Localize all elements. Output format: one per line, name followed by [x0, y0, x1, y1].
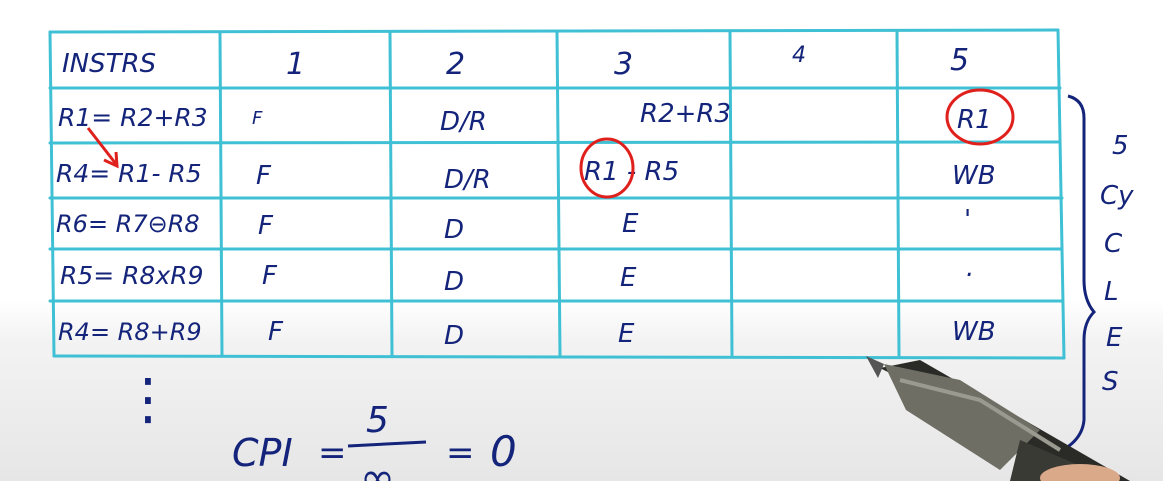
cpi-numerator: 5 [366, 400, 389, 441]
table-row-2-c1: F [256, 161, 272, 191]
table-row-3-c2: D [444, 215, 464, 245]
table-row-3-c1: F [258, 211, 274, 241]
cpi-denominator: ∞ [360, 453, 395, 481]
table-row-1-instr: R1= R2+R3 [58, 103, 208, 132]
header-cycle-3: 3 [614, 47, 633, 82]
pen-icon [866, 356, 1163, 481]
table-row-1-c2: D/R [440, 107, 487, 137]
table-row-5-c5: WB [952, 317, 996, 347]
header-cycle-2: 2 [446, 47, 465, 82]
cpi-equals-2: = [446, 433, 475, 473]
cpi-result: 0 [490, 427, 517, 476]
header-cycle-5: 5 [950, 43, 969, 78]
table-row-4-c2: D [444, 267, 464, 297]
cycles-brace [1049, 94, 1097, 458]
brace-label-1: Cy [1100, 181, 1134, 211]
cpi-equals: = [318, 433, 347, 473]
table-row-4-c5: . [966, 253, 974, 283]
table-row-5-c2: D [444, 321, 464, 351]
dependency-arrowhead [103, 151, 119, 169]
brace-label-0: 5 [1112, 131, 1129, 161]
table-row-3-c3: E [622, 209, 639, 239]
header-instrs: INSTRS [62, 49, 156, 79]
dependency-arrow [86, 127, 118, 165]
table-row-4-instr: R5= R8xR9 [60, 261, 204, 290]
table-row-4-c1: F [262, 261, 278, 291]
brace-label-5: S [1102, 367, 1119, 397]
table-row-5-instr: R4= R8+R9 [58, 318, 202, 346]
cpi-fraction-bar [347, 440, 427, 448]
pipeline-table-grid [48, 28, 1066, 360]
table-row-3-instr: R6= R7⊖R8 [56, 210, 200, 238]
table-row-1-c1: F [252, 108, 263, 129]
r1-writeback-circle [945, 88, 1015, 146]
table-row-2-c2: D/R [444, 165, 491, 195]
table-row-2-c5: WB [952, 161, 996, 191]
table-row-2-instr: R4= R1- R5 [56, 159, 202, 188]
table-row-4-c3: E [620, 263, 637, 293]
cpi-lhs: CPI [232, 431, 293, 475]
table-row-5-c1: F [268, 317, 284, 347]
brace-label-4: E [1106, 323, 1123, 353]
brace-label-3: L [1104, 277, 1119, 307]
header-cycle-4: 4 [792, 43, 806, 68]
header-cycle-1: 1 [286, 47, 305, 82]
brace-label-2: C [1104, 229, 1123, 259]
continuation-dots: ⋮ [120, 367, 176, 432]
table-row-3-c5: ' [964, 205, 971, 235]
table-row-1-c3: R2+R3 [640, 99, 731, 129]
table-row-5-c3: E [618, 319, 635, 349]
cpi-formula: CPI = 5 ∞ = 0 [232, 400, 517, 481]
table-row-1-c5: R1 [957, 105, 992, 135]
dependency-annotation [86, 88, 1015, 199]
hand-icon [1040, 464, 1120, 481]
r1-operand-circle [579, 137, 635, 199]
